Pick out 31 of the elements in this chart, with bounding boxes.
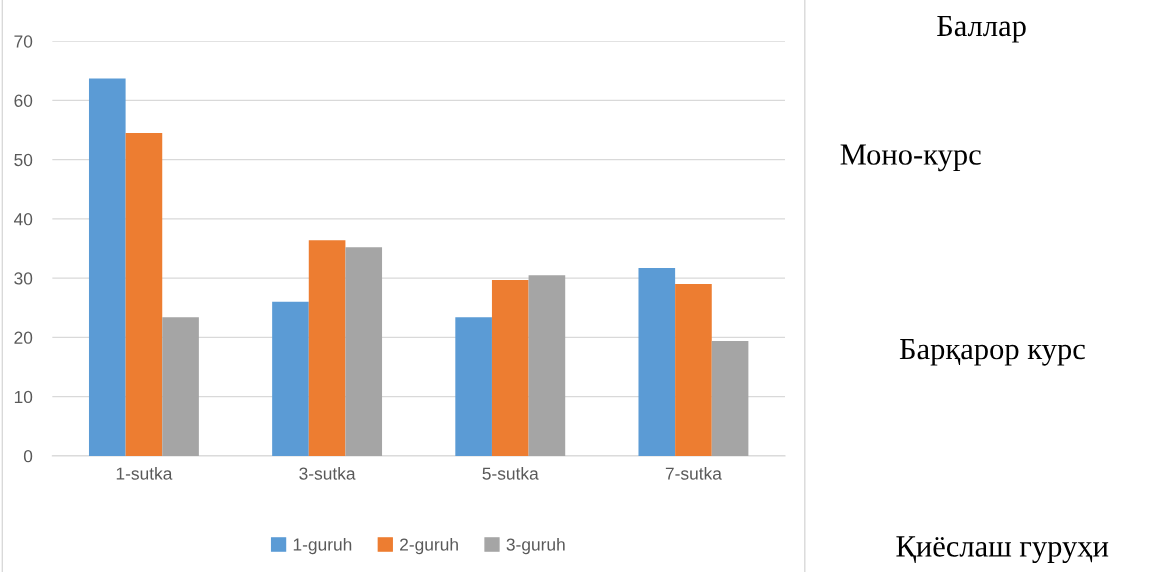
x-tick-label: 5-sutka [482,467,539,480]
bar [491,279,529,456]
bar [711,340,749,456]
x-tick-label: 7-sutka [665,467,722,480]
y-tick-label: 50 [14,153,33,167]
bar [272,301,309,456]
y-tick-label: 60 [14,94,33,107]
y-tick-label: 40 [13,213,33,226]
text: Барқарор курс [899,339,1085,366]
y-tick-label: 30 [14,272,33,285]
bar [162,317,199,456]
y-tick-label: 20 [14,331,33,344]
x-tick-label: 1-sutka [116,467,173,480]
legend-label: 1-guruh [293,537,352,555]
y-tick-label: 10 [14,390,33,404]
bar [308,240,346,456]
text: Моно-курс [840,144,981,172]
text: Қиёслаш гуруҳи [896,536,1109,563]
y-tick-label: 70 [14,35,33,48]
bar [88,78,126,456]
bar [455,317,492,456]
y-tick-label: 0 [23,450,33,463]
legend-label: 2-guruh [400,537,458,555]
bar [528,275,566,456]
bar [638,268,676,456]
text: Баллар [937,15,1026,43]
x-tick-label: 3-sutka [299,467,356,480]
bar [675,284,712,456]
legend-label: 3-guruh [506,537,565,555]
bar [345,247,383,456]
bar [125,133,163,456]
